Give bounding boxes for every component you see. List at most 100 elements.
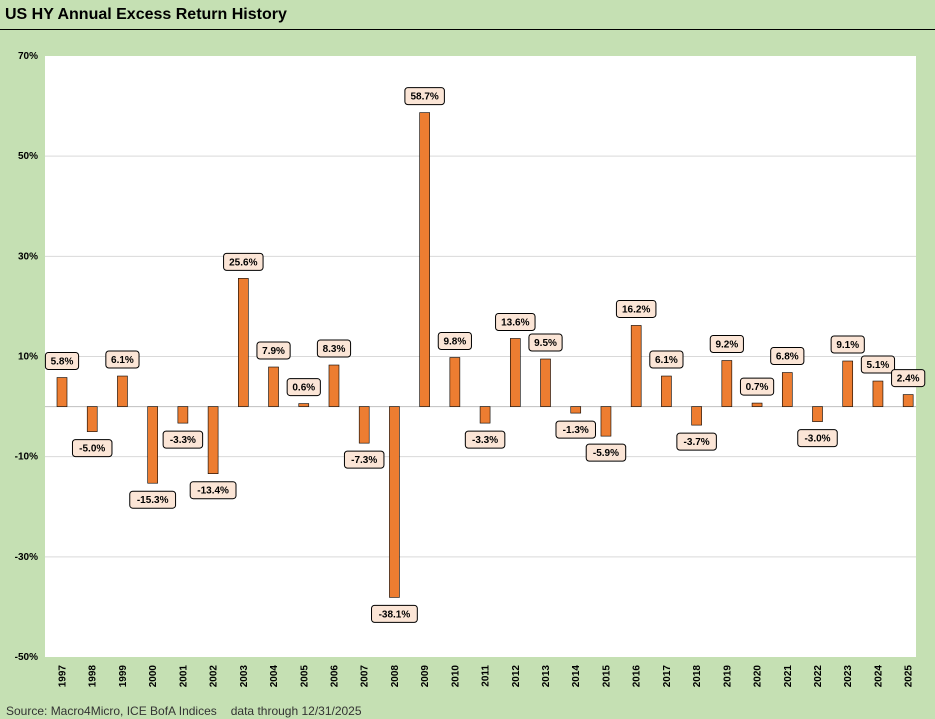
y-tick-label: 30% xyxy=(18,251,38,262)
data-label-text: -13.4% xyxy=(197,486,229,497)
x-tick-label: 2013 xyxy=(541,665,552,688)
x-tick-label: 2020 xyxy=(753,665,764,688)
data-label-text: -3.7% xyxy=(684,437,710,448)
x-tick-label: 2003 xyxy=(239,665,250,688)
x-tick-label: 2023 xyxy=(843,665,854,688)
y-tick-label: 50% xyxy=(18,151,38,162)
data-label-box xyxy=(830,335,865,354)
data-label-box xyxy=(555,420,596,439)
data-label-box xyxy=(709,335,744,354)
bar-2020 xyxy=(751,402,763,407)
x-tick-label: 2012 xyxy=(511,665,522,688)
x-tick-label: 2016 xyxy=(632,665,643,688)
x-tick-label: 2008 xyxy=(390,665,401,688)
bar-2019 xyxy=(721,360,733,407)
x-tick-label: 2002 xyxy=(209,665,220,688)
y-tick-label: 10% xyxy=(18,352,38,363)
data-label-box xyxy=(860,355,896,374)
x-tick-label: 2006 xyxy=(329,665,340,688)
bar-2002 xyxy=(207,406,219,474)
x-tick-label: 2011 xyxy=(481,665,492,687)
data-label-2023: 9.1% xyxy=(830,335,865,354)
data-label-1999: 6.1% xyxy=(105,350,140,369)
data-label-text: -3.0% xyxy=(804,434,830,445)
x-tick-label: 2000 xyxy=(148,665,159,688)
data-label-box xyxy=(585,443,627,462)
bar-2004 xyxy=(268,366,279,407)
data-label-2016: 16.2% xyxy=(615,299,657,318)
x-tick-label: 2019 xyxy=(722,665,733,688)
data-label-2011: -3.3% xyxy=(464,430,506,449)
bar-2008 xyxy=(389,406,400,598)
data-label-2025: 2.4% xyxy=(891,369,926,388)
bar-1999 xyxy=(117,375,128,407)
data-label-text: -5.9% xyxy=(593,448,619,459)
data-label-2004: 7.9% xyxy=(256,341,291,360)
data-label-text: 0.7% xyxy=(746,382,769,393)
data-label-text: 6.8% xyxy=(776,352,799,363)
data-label-text: 16.2% xyxy=(622,304,650,315)
data-label-2001: -3.3% xyxy=(162,430,204,449)
data-label-text: 8.3% xyxy=(323,344,346,355)
data-label-text: -38.1% xyxy=(379,609,411,620)
x-tick-label: 2017 xyxy=(662,665,673,688)
data-label-box xyxy=(464,430,506,449)
x-tick-label: 1997 xyxy=(58,665,69,688)
bar-2018 xyxy=(691,406,702,426)
data-label-box xyxy=(71,439,113,458)
bar-chart: -50% -30% -10% 10% 30% 50% 70% 5.8% -5.0% 6.1% -1… xyxy=(15,51,926,688)
y-tick-label: 70% xyxy=(18,51,38,62)
data-label-2015: -5.9% xyxy=(585,443,627,462)
data-label-box xyxy=(129,490,177,509)
bar-2024 xyxy=(872,380,884,407)
data-label-2009: 58.7% xyxy=(404,87,445,106)
x-tick-label: 1998 xyxy=(88,665,99,688)
data-label-2020: 0.7% xyxy=(739,377,775,396)
bar-2006 xyxy=(328,364,340,407)
x-tick-label: 2014 xyxy=(571,665,582,688)
source-text: Source: Macro4Micro, ICE BofA Indices xyxy=(6,704,217,718)
bar-series xyxy=(56,112,914,598)
data-label-box xyxy=(891,369,926,388)
data-label-2003: 25.6% xyxy=(223,252,264,271)
footer: Source: Macro4Micro, ICE BofA Indices dat… xyxy=(6,704,362,718)
data-label-box xyxy=(495,312,536,331)
data-label-text: 5.8% xyxy=(51,357,74,368)
x-tick-label: 2022 xyxy=(813,665,824,688)
bar-2014 xyxy=(570,406,582,414)
data-label-2005: 0.6% xyxy=(286,378,321,397)
bar-2025 xyxy=(902,394,914,407)
bar-2011 xyxy=(479,406,491,424)
x-axis: 1997 1998 1999 2000 2001 2002 2003 2004 2005 2006… xyxy=(58,665,915,688)
data-label-2013: 9.5% xyxy=(528,333,563,352)
x-tick-label: 2007 xyxy=(360,665,371,688)
x-tick-label: 2009 xyxy=(420,665,431,688)
data-label-box xyxy=(770,347,805,366)
data-label-box xyxy=(797,429,838,448)
x-tick-label: 2024 xyxy=(873,665,884,688)
data-label-text: 58.7% xyxy=(410,92,438,103)
y-tick-label: -30% xyxy=(15,552,38,563)
data-label-2024: 5.1% xyxy=(860,355,896,374)
bar-1997 xyxy=(56,377,68,407)
data-label-box xyxy=(371,604,418,623)
bar-2022 xyxy=(812,406,823,422)
data-label-box xyxy=(615,299,657,318)
bar-2017 xyxy=(661,375,672,407)
data-label-2012: 13.6% xyxy=(495,312,536,331)
bar-2012 xyxy=(509,338,521,407)
data-label-box xyxy=(189,481,237,500)
x-tick-label: 2015 xyxy=(601,665,612,688)
bar-2010 xyxy=(449,357,461,407)
data-label-text: 9.1% xyxy=(836,340,859,351)
x-tick-label: 2021 xyxy=(783,665,794,688)
x-tick-label: 2010 xyxy=(450,665,461,688)
chart-title: US HY Annual Excess Return History xyxy=(5,6,287,23)
bar-2003 xyxy=(238,278,249,407)
x-tick-label: 1999 xyxy=(118,665,129,688)
data-label-2017: 6.1% xyxy=(649,350,684,369)
data-labels: 5.8% -5.0% 6.1% -15.3% -3.3% -13.4% 25.6% 7.9% 0… xyxy=(44,87,926,623)
data-label-2022: -3.0% xyxy=(797,429,838,448)
data-label-text: 2.4% xyxy=(897,374,920,385)
bar-1998 xyxy=(86,406,98,432)
